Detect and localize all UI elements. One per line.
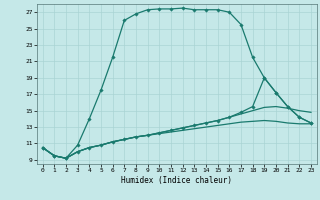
X-axis label: Humidex (Indice chaleur): Humidex (Indice chaleur) [121,176,232,185]
